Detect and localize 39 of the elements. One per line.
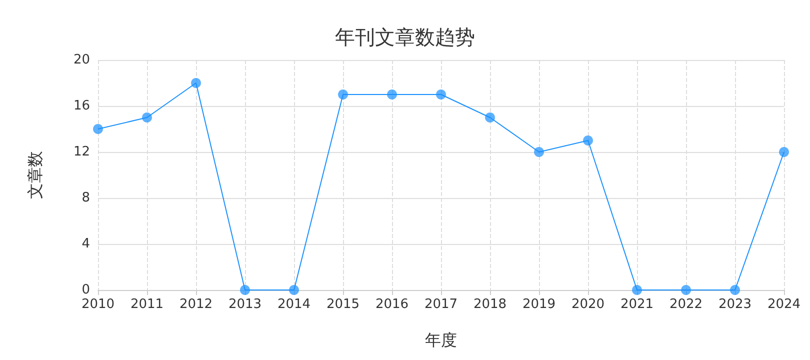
point [240, 285, 250, 295]
point [681, 285, 691, 295]
x-tick-label: 2011 [130, 297, 164, 312]
point [142, 112, 152, 122]
point [583, 136, 593, 146]
y-tick-label: 12 [73, 144, 90, 160]
point [289, 285, 299, 295]
point [436, 90, 446, 100]
x-tick-label: 2022 [669, 297, 703, 312]
x-tick-label: 2020 [571, 297, 605, 312]
x-tick-label: 2012 [179, 297, 213, 312]
x-tick-label: 2015 [326, 297, 360, 312]
x-tick-label: 2023 [718, 297, 752, 312]
x-tick-label: 2024 [767, 297, 801, 312]
point [338, 90, 348, 100]
y-tick-label: 8 [82, 190, 90, 206]
point [485, 112, 495, 122]
y-tick-label: 4 [82, 236, 90, 252]
point [730, 285, 740, 295]
point [93, 124, 103, 134]
x-tick-label: 2016 [375, 297, 409, 312]
x-tick-label: 2021 [620, 297, 654, 312]
y-axis-title: 文章数 [26, 151, 44, 199]
y-tick-label: 20 [73, 52, 90, 68]
chart-title: 年刊文章数趋势 [335, 25, 475, 49]
point [387, 90, 397, 100]
x-axis-title: 年度 [425, 330, 457, 350]
point [191, 78, 201, 88]
y-tick-label: 0 [82, 282, 90, 298]
x-tick-label: 2017 [424, 297, 458, 312]
x-tick-label: 2014 [277, 297, 311, 312]
x-tick-label: 2010 [81, 297, 115, 312]
y-tick-label: 16 [73, 98, 90, 114]
x-tick-label: 2019 [522, 297, 556, 312]
point [632, 285, 642, 295]
point [779, 147, 789, 157]
point [534, 147, 544, 157]
x-tick-label: 2018 [473, 297, 507, 312]
x-tick-label: 2013 [228, 297, 262, 312]
